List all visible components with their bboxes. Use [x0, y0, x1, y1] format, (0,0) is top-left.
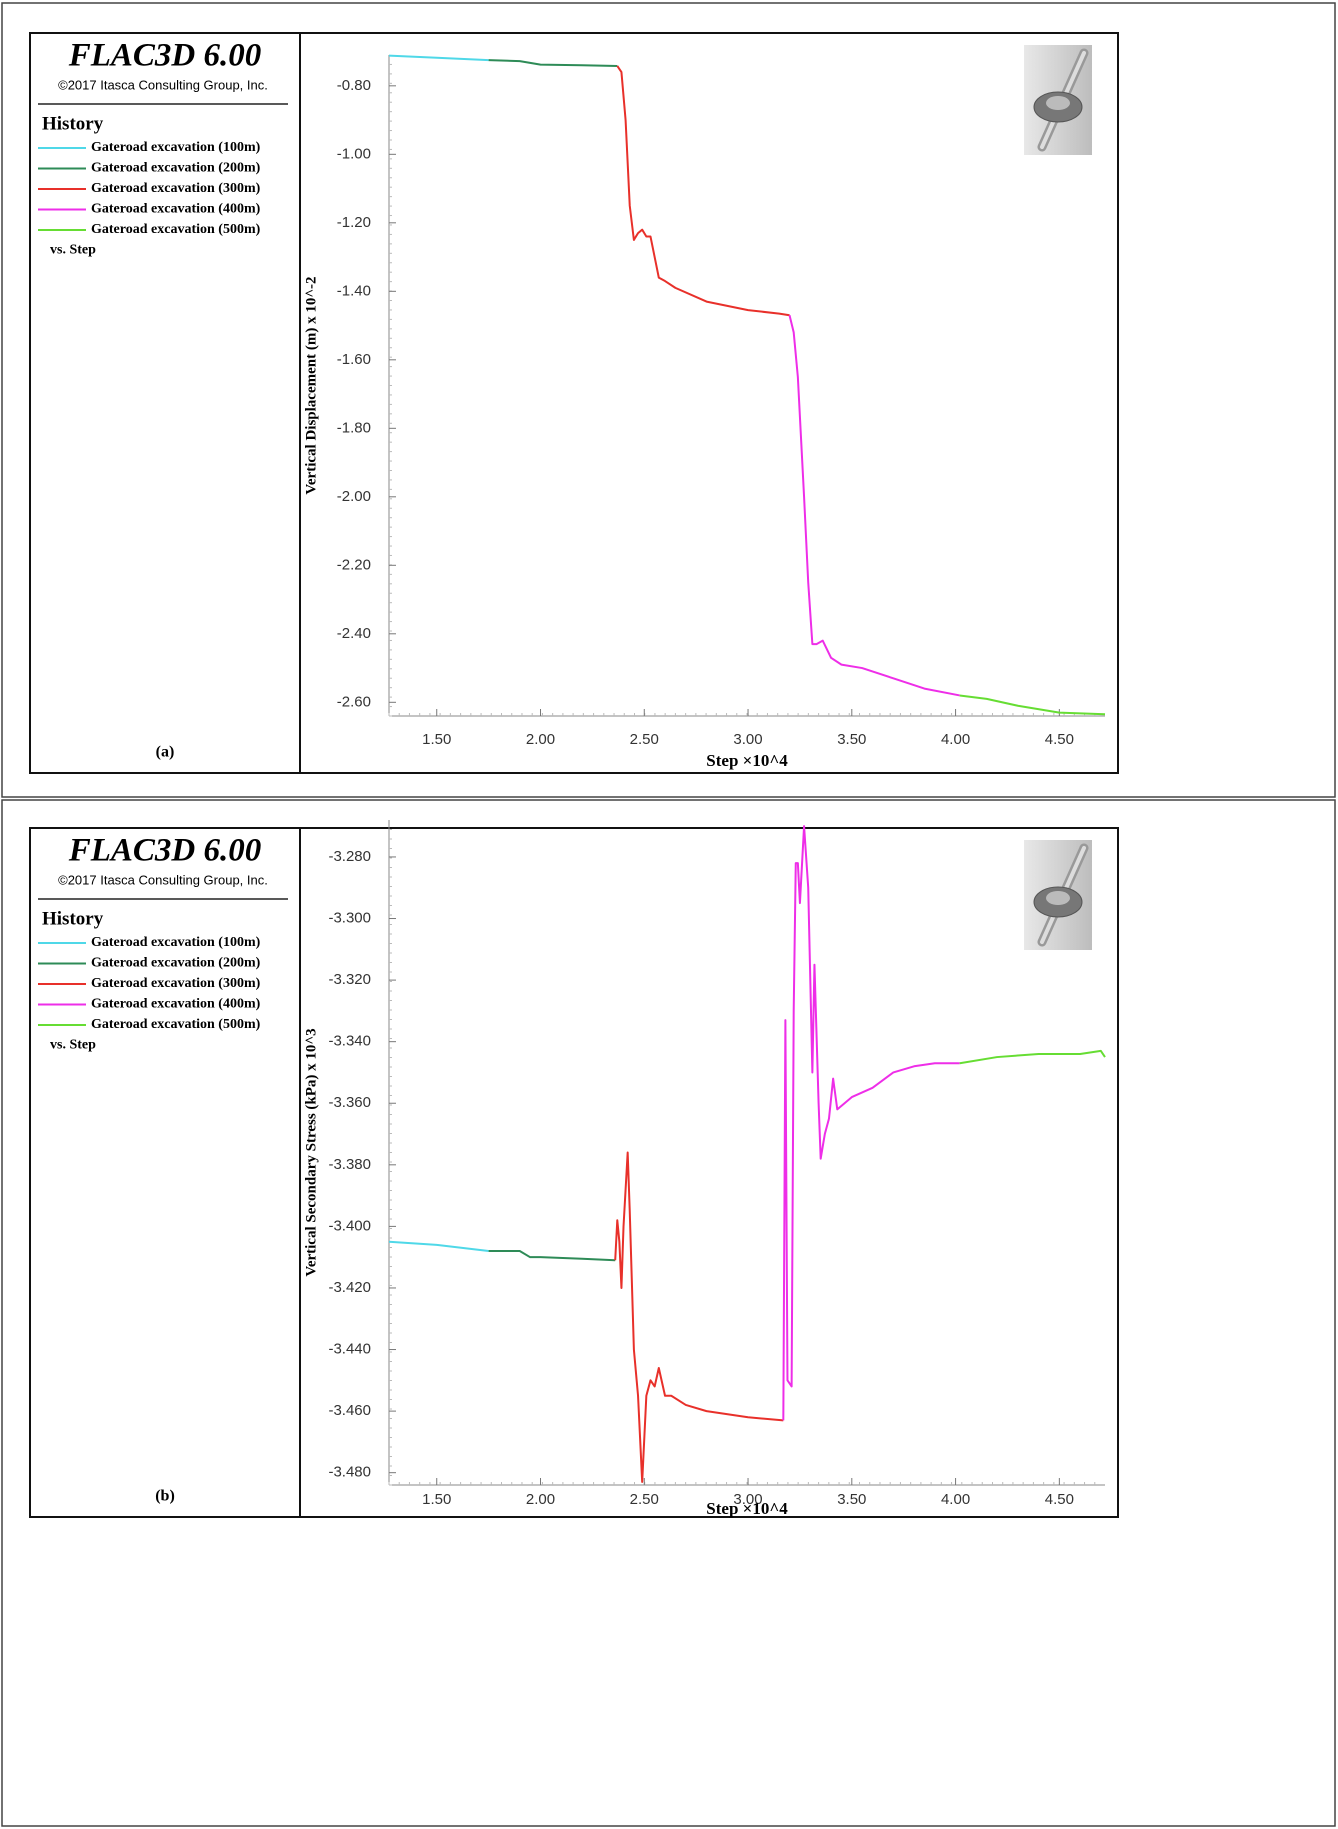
legend-label: Gateroad excavation (100m) [91, 935, 261, 950]
x-tick-label: 1.50 [422, 1491, 451, 1508]
chart-title: FLAC3D 6.00 [68, 38, 262, 74]
y-axis-label: Vertical Secondary Stress (kPa) x 10^3 [303, 1028, 319, 1276]
panel-label: (b) [155, 1488, 175, 1505]
legend-label: Gateroad excavation (500m) [91, 1017, 261, 1032]
legend-label: Gateroad excavation (500m) [91, 222, 261, 237]
legend-label: Gateroad excavation (400m) [91, 997, 261, 1012]
y-tick-label: -3.440 [328, 1341, 371, 1358]
y-tick-label: -3.280 [328, 848, 371, 865]
x-tick-label: 2.00 [526, 1491, 555, 1508]
x-tick-label: 4.50 [1045, 1491, 1074, 1508]
y-tick-label: -3.320 [328, 971, 371, 988]
x-tick-label: 3.50 [837, 1491, 866, 1508]
y-tick-label: -3.420 [328, 1279, 371, 1296]
figure: FLAC3D 6.00 ©2017 Itasca Consulting Group… [0, 0, 1338, 1829]
legend-label: Gateroad excavation (100m) [91, 140, 261, 155]
y-tick-label: -1.00 [337, 145, 371, 162]
x-tick-label: 2.00 [526, 731, 555, 748]
y-tick-label: -3.480 [328, 1464, 371, 1481]
logo-plate [1046, 96, 1070, 110]
series-line [389, 1242, 489, 1251]
y-tick-label: -0.80 [337, 77, 371, 94]
x-axis-label: Step ×10^4 [706, 751, 788, 770]
x-axis-label: Step ×10^4 [706, 1499, 788, 1518]
legend-title: History [42, 908, 104, 929]
y-tick-label: -3.380 [328, 1156, 371, 1173]
series-line [960, 1051, 1105, 1063]
copyright: ©2017 Itasca Consulting Group, Inc. [58, 872, 268, 887]
series-line [790, 315, 960, 695]
legend-label: Gateroad excavation (200m) [91, 956, 261, 971]
x-tick-label: 3.00 [733, 731, 762, 748]
series-line [783, 826, 959, 1420]
y-tick-label: -2.60 [337, 693, 371, 710]
y-tick-label: -2.40 [337, 625, 371, 642]
series-line [489, 1251, 616, 1260]
y-axis-label: Vertical Displacement (m) x 10^-2 [303, 276, 319, 494]
y-tick-label: -1.20 [337, 214, 371, 231]
series-line [615, 1153, 783, 1482]
x-tick-label: 2.50 [630, 1491, 659, 1508]
chart-title: FLAC3D 6.00 [68, 833, 262, 869]
y-tick-label: -2.00 [337, 488, 371, 505]
x-tick-label: 1.50 [422, 731, 451, 748]
y-tick-label: -3.360 [328, 1094, 371, 1111]
legend-label: Gateroad excavation (300m) [91, 976, 261, 991]
series-line [389, 56, 489, 60]
legend-label: Gateroad excavation (200m) [91, 161, 261, 176]
y-tick-label: -1.60 [337, 351, 371, 368]
legend-label: Gateroad excavation (300m) [91, 181, 261, 196]
series-line [617, 66, 789, 315]
copyright: ©2017 Itasca Consulting Group, Inc. [58, 77, 268, 92]
logo-plate [1046, 891, 1070, 905]
chart-frame [30, 828, 1118, 1517]
panel-label: (a) [156, 744, 175, 761]
y-tick-label: -3.400 [328, 1217, 371, 1234]
legend-label: Gateroad excavation (400m) [91, 202, 261, 217]
x-tick-label: 2.50 [630, 731, 659, 748]
x-tick-label: 4.50 [1045, 731, 1074, 748]
y-tick-label: -1.40 [337, 282, 371, 299]
series-line [960, 695, 1105, 714]
legend-footer: vs. Step [50, 243, 96, 258]
y-tick-label: -2.20 [337, 556, 371, 573]
y-tick-label: -1.80 [337, 419, 371, 436]
y-tick-label: -3.300 [328, 909, 371, 926]
series-line [489, 60, 618, 66]
x-tick-label: 3.50 [837, 731, 866, 748]
panel-frame [2, 800, 1335, 1826]
y-tick-label: -3.340 [328, 1033, 371, 1050]
x-tick-label: 4.00 [941, 1491, 970, 1508]
legend-title: History [42, 113, 104, 134]
panel-frame [2, 3, 1335, 797]
x-tick-label: 4.00 [941, 731, 970, 748]
y-tick-label: -3.460 [328, 1402, 371, 1419]
legend-footer: vs. Step [50, 1038, 96, 1053]
